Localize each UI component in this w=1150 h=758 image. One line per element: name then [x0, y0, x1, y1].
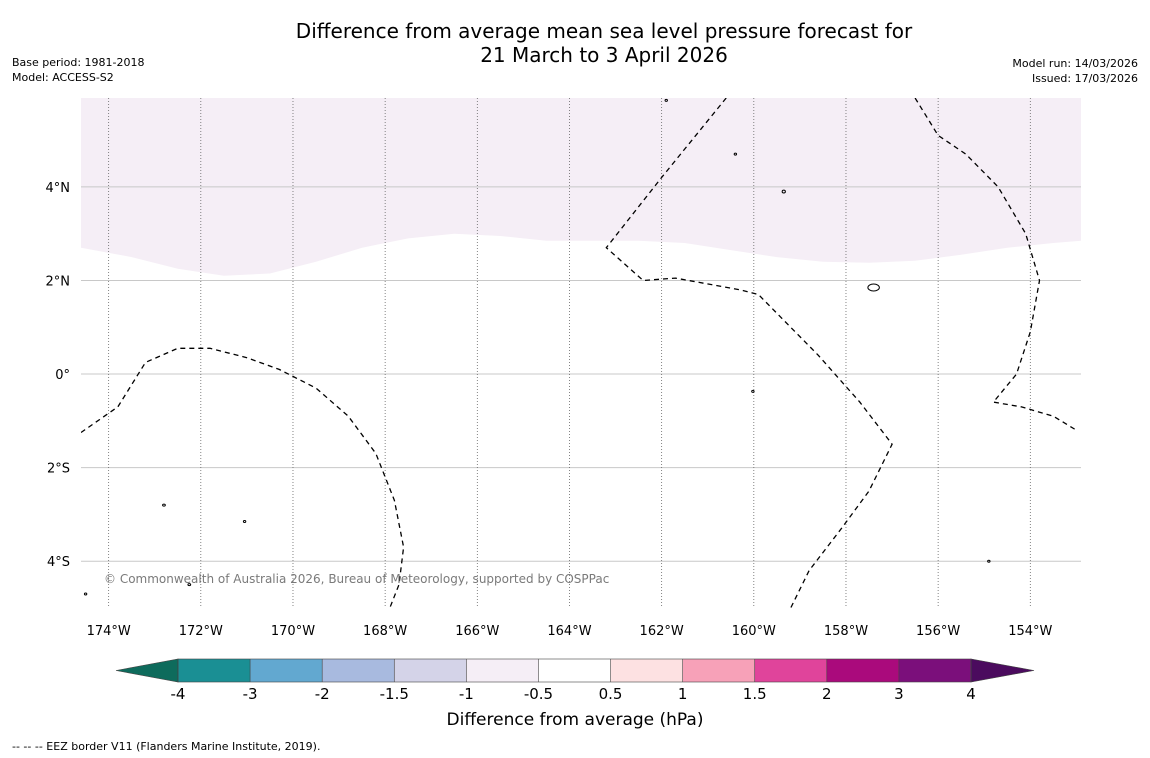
eez-border: [914, 98, 1077, 431]
lon-tick-label: 164°W: [547, 624, 591, 639]
chart-title: Difference from average mean sea level p…: [0, 19, 1150, 67]
colorbar-tick-label: 0.5: [599, 685, 623, 703]
colorbar-segment: [826, 659, 900, 682]
copyright-text: © Commonwealth of Australia 2026, Bureau…: [104, 572, 609, 586]
lat-tick-label: 2°S: [47, 462, 70, 477]
lon-tick-label: 168°W: [363, 624, 407, 639]
colorbar-tick-label: -1.5: [380, 685, 409, 703]
island: [664, 98, 668, 102]
base-period: Base period: 1981-2018: [12, 56, 145, 69]
colorbar-title: Difference from average (hPa): [447, 710, 704, 730]
colorbar-tick-label: -3: [243, 685, 258, 703]
lon-tick-label: 158°W: [824, 624, 868, 639]
map-content: © Commonwealth of Australia 2026, Bureau…: [81, 98, 1081, 608]
eez-border: [81, 347, 405, 608]
colorbar-extend-low: [115, 658, 179, 683]
title-line-1: Difference from average mean sea level p…: [295, 19, 913, 43]
island: [867, 283, 880, 292]
island: [242, 519, 247, 523]
island: [751, 389, 755, 393]
lon-tick-label: 156°W: [916, 624, 960, 639]
issued-date: Issued: 17/03/2026: [1031, 72, 1138, 85]
model-name: Model: ACCESS-S2: [12, 71, 114, 84]
island: [987, 559, 991, 563]
lon-tick-label: 170°W: [271, 624, 315, 639]
colorbar-tick-label: 1.5: [743, 685, 767, 703]
footnote: -- -- -- EEZ border V11 (Flanders Marine…: [12, 740, 321, 753]
colorbar-segment: [394, 659, 467, 682]
colorbar-tick-label: 3: [894, 685, 904, 703]
lon-tick-label: 174°W: [87, 624, 131, 639]
island: [83, 592, 88, 596]
lon-tick-label: 162°W: [640, 624, 684, 639]
lat-tick-label: 4°N: [46, 181, 71, 196]
lat-tick-label: 2°N: [46, 274, 71, 289]
eez-border: [605, 98, 893, 608]
island: [781, 189, 786, 194]
lon-tick-label: 160°W: [732, 624, 776, 639]
lon-tick-label: 166°W: [455, 624, 499, 639]
lat-tick-label: 4°S: [47, 555, 70, 570]
colorbar-tick-label: 4: [966, 685, 976, 703]
colorbar-segment: [682, 659, 756, 682]
model-run: Model run: 14/03/2026: [1012, 57, 1138, 70]
lon-tick-label: 154°W: [1008, 624, 1052, 639]
lat-tick-label: 0°: [55, 368, 70, 383]
colorbar-segment: [898, 659, 972, 682]
colorbar-tick-label: -1: [459, 685, 474, 703]
colorbar-segment: [610, 659, 683, 682]
colorbar-extend-high: [970, 658, 1035, 683]
island: [187, 583, 192, 587]
colorbar-segment: [754, 659, 828, 682]
colorbar-segment: [178, 659, 251, 682]
map-figure: © Commonwealth of Australia 2026, Bureau…: [46, 98, 1081, 730]
colorbar-segment: [538, 659, 611, 682]
colorbar-tick-label: -4: [171, 685, 186, 703]
map-axes: 4°N 2°N 0° 2°S 4°S 174°W 172°W 170°W 168°W 166°W 1…: [46, 181, 1053, 639]
colorbar: -4 -3 -2 -1.5 -1 -0.5 0.5 1 1.5 2 3 4 Difference fro…: [115, 658, 1035, 730]
colorbar-segment: [322, 659, 395, 682]
colorbar-tick-label: 1: [678, 685, 688, 703]
title-line-2: 21 March to 3 April 2026: [480, 43, 728, 67]
island: [162, 503, 166, 507]
map-panel: © Commonwealth of Australia 2026, Bureau…: [81, 98, 1081, 608]
colorbar-tick-label: 2: [822, 685, 832, 703]
colorbar-segment: [466, 659, 539, 682]
colorbar-tick-label: -0.5: [524, 685, 553, 703]
meta-left: Base period: 1981-2018 Model: ACCESS-S2: [12, 55, 144, 85]
lon-tick-label: 172°W: [179, 624, 223, 639]
island: [733, 152, 738, 156]
colorbar-segment: [250, 659, 323, 682]
meta-right: Model run: 14/03/2026 Issued: 17/03/2026: [1012, 56, 1138, 86]
colorbar-tick-label: -2: [315, 685, 330, 703]
